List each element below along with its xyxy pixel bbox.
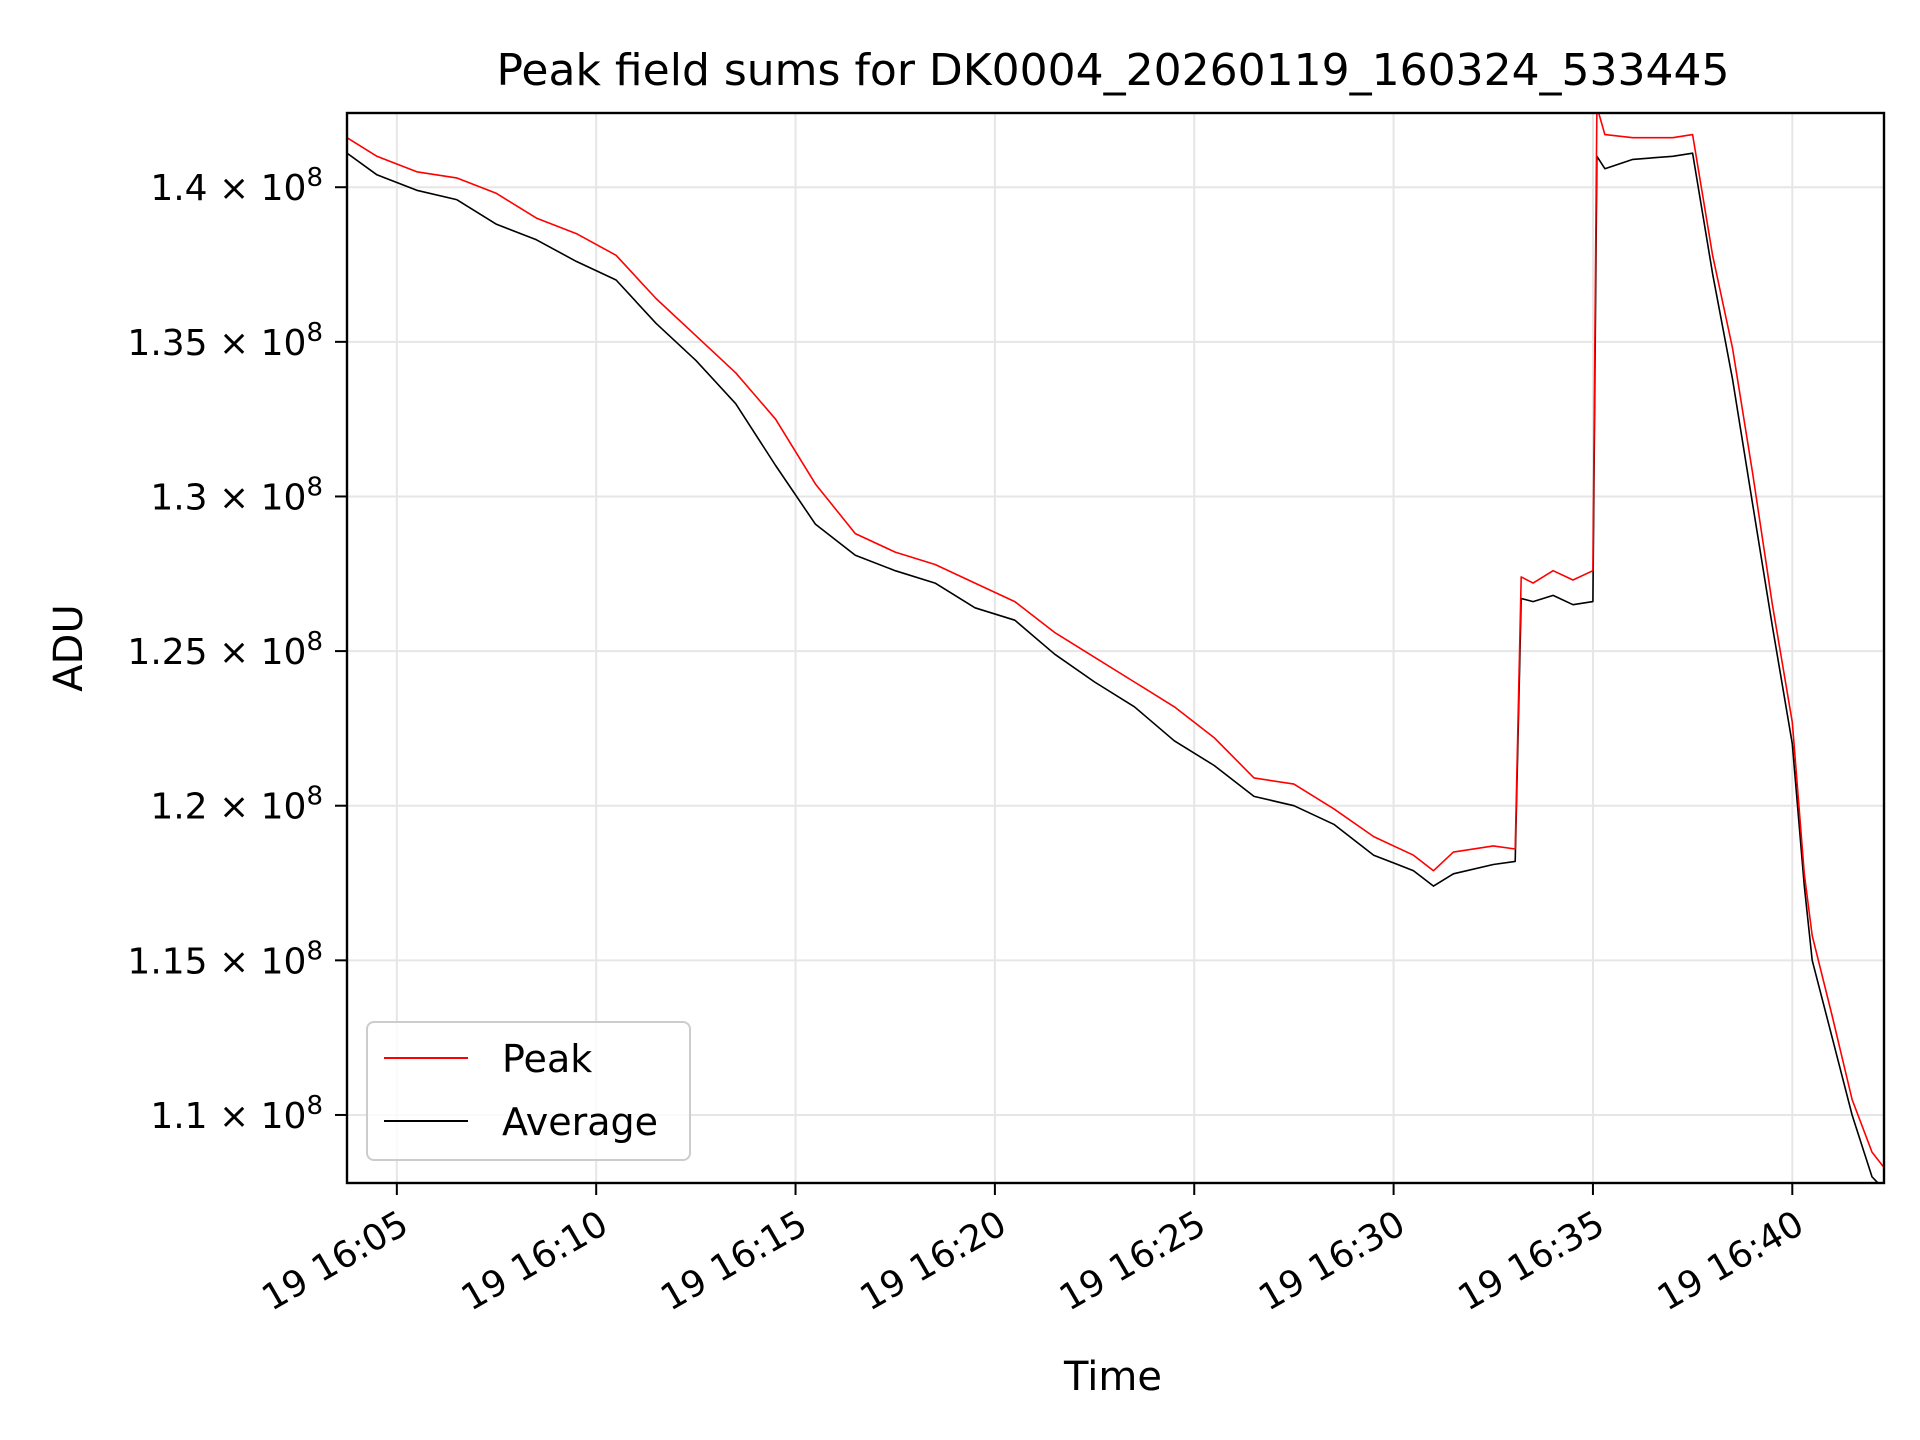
y-tick-base: 10 bbox=[261, 477, 307, 518]
x-axis-label: Time bbox=[1063, 1354, 1162, 1400]
y-tick-times-sign: × bbox=[208, 787, 261, 828]
y-tick-base: 10 bbox=[261, 1096, 307, 1137]
y-tick-exponent: 8 bbox=[306, 936, 323, 966]
y-tick-base: 10 bbox=[261, 632, 307, 673]
y-tick-times-sign: × bbox=[208, 632, 261, 673]
y-tick-times-sign: × bbox=[208, 168, 261, 209]
y-tick-times-sign: × bbox=[208, 477, 261, 518]
y-tick-base: 10 bbox=[261, 323, 307, 364]
y-tick-mantissa: 1.25 bbox=[127, 632, 207, 673]
y-tick-exponent: 8 bbox=[306, 1091, 323, 1121]
series-line-peak bbox=[347, 113, 1884, 1168]
y-tick-label: 1.1 × 108 bbox=[150, 1091, 323, 1137]
y-tick-label: 1.3 × 108 bbox=[150, 472, 323, 518]
y-tick-mantissa: 1.4 bbox=[150, 168, 207, 209]
y-tick-mantissa: 1.1 bbox=[150, 1096, 207, 1137]
chart-title: Peak field sums for DK0004_20260119_1603… bbox=[496, 45, 1729, 96]
y-tick-exponent: 8 bbox=[306, 163, 323, 193]
y-tick-exponent: 8 bbox=[306, 782, 323, 812]
y-tick-label: 1.2 × 108 bbox=[150, 782, 323, 828]
y-tick-base: 10 bbox=[261, 168, 307, 209]
y-tick-label: 1.15 × 108 bbox=[127, 936, 323, 982]
y-tick-exponent: 8 bbox=[306, 318, 323, 348]
plot-series bbox=[347, 113, 1884, 1183]
y-tick-mantissa: 1.2 bbox=[150, 787, 207, 828]
y-tick-times-sign: × bbox=[208, 1096, 261, 1137]
legend-label-peak: Peak bbox=[502, 1037, 592, 1081]
y-tick-mantissa: 1.3 bbox=[150, 477, 207, 518]
y-tick-label: 1.25 × 108 bbox=[127, 627, 323, 673]
legend-box bbox=[366, 1021, 691, 1161]
y-axis-label: ADU bbox=[46, 604, 92, 691]
y-tick-times-sign: × bbox=[208, 941, 261, 982]
series-line-average bbox=[347, 152, 1880, 1183]
y-tick-base: 10 bbox=[261, 941, 307, 982]
y-tick-exponent: 8 bbox=[306, 472, 323, 502]
y-tick-base: 10 bbox=[261, 787, 307, 828]
y-tick-label: 1.35 × 108 bbox=[127, 318, 323, 364]
y-tick-exponent: 8 bbox=[306, 627, 323, 657]
legend: Peak Average bbox=[366, 1021, 691, 1161]
y-tick-label: 1.4 × 108 bbox=[150, 163, 323, 209]
y-tick-mantissa: 1.35 bbox=[127, 323, 207, 364]
y-tick-times-sign: × bbox=[208, 323, 261, 364]
y-tick-mantissa: 1.15 bbox=[127, 941, 207, 982]
plot-frame bbox=[345, 111, 1886, 1185]
legend-label-average: Average bbox=[502, 1100, 658, 1144]
